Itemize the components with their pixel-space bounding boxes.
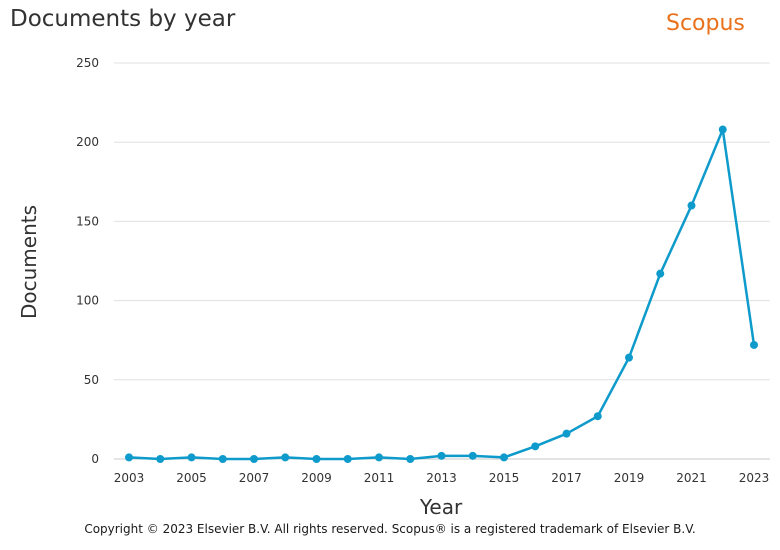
- data-point-2021[interactable]: [687, 201, 696, 210]
- x-tick-label: 2019: [614, 471, 645, 485]
- data-point-2018[interactable]: [593, 412, 602, 421]
- x-tick-label: 2013: [426, 471, 457, 485]
- chart-title: Documents by year: [10, 6, 236, 32]
- y-axis-ticks: 0 50 100 150 200 250: [76, 56, 99, 466]
- series-line: [128, 128, 756, 461]
- x-tick-label: 2009: [301, 471, 332, 485]
- data-point-2019[interactable]: [625, 353, 633, 362]
- data-point-2008[interactable]: [281, 453, 290, 462]
- series-line-layer: [128, 128, 756, 461]
- data-point-2003[interactable]: [125, 453, 133, 462]
- x-axis-title: Year: [419, 495, 463, 519]
- copyright-footer: Copyright © 2023 Elsevier B.V. All right…: [84, 522, 696, 536]
- y-tick-label: 250: [76, 56, 99, 70]
- x-tick-label: 2005: [176, 471, 207, 485]
- x-tick-label: 2015: [489, 471, 520, 485]
- x-tick-label: 2017: [551, 471, 582, 485]
- data-point-2013[interactable]: [437, 451, 446, 460]
- x-tick-label: 2003: [114, 471, 145, 485]
- x-tick-label: 2011: [364, 471, 395, 485]
- y-tick-label: 200: [76, 135, 99, 149]
- documents-by-year-chart: 0 50 100 150 200 250 2003 2005 2007 2009 2011 2013…: [17, 56, 770, 519]
- data-point-2006[interactable]: [218, 455, 227, 463]
- data-points: [125, 125, 758, 463]
- x-tick-label: 2007: [239, 471, 270, 485]
- y-axis-title: Documents: [17, 205, 41, 319]
- data-point-2016[interactable]: [531, 442, 540, 451]
- data-point-2004[interactable]: [156, 455, 165, 463]
- y-tick-label: 100: [76, 294, 99, 308]
- data-point-2012[interactable]: [406, 455, 415, 463]
- data-point-2015[interactable]: [500, 453, 508, 462]
- x-axis-ticks: 2003 2005 2007 2009 2011 2013 2015 2017 2019 2021…: [114, 458, 770, 485]
- data-point-2005[interactable]: [187, 453, 196, 462]
- data-point-2023[interactable]: [750, 340, 758, 349]
- data-point-2020[interactable]: [656, 269, 665, 278]
- data-point-2010[interactable]: [343, 455, 352, 463]
- data-point-2017[interactable]: [562, 429, 571, 438]
- data-point-2014[interactable]: [468, 451, 477, 460]
- x-tick-label: 2021: [676, 471, 707, 485]
- data-point-2009[interactable]: [312, 455, 321, 463]
- data-point-2022[interactable]: [718, 125, 727, 134]
- y-tick-label: 150: [76, 214, 99, 228]
- y-tick-label: 50: [84, 373, 99, 387]
- grid-lines: [114, 62, 770, 460]
- y-tick-label: 0: [91, 452, 99, 466]
- scopus-logo[interactable]: Scopus: [666, 11, 745, 36]
- data-point-2007[interactable]: [250, 455, 258, 463]
- data-point-2011[interactable]: [375, 453, 383, 462]
- x-tick-label: 2023: [739, 471, 770, 485]
